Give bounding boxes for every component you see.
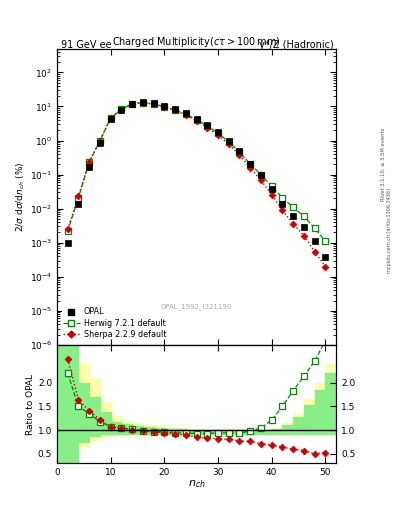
Text: 91 GeV ee: 91 GeV ee (61, 40, 112, 50)
Text: Rivet 3.1.10, ≥ 3.5M events: Rivet 3.1.10, ≥ 3.5M events (381, 127, 386, 201)
Text: γ*/Z (Hadronic): γ*/Z (Hadronic) (259, 40, 333, 50)
Text: mcplots.cern.ch [arXiv:1306.3436]: mcplots.cern.ch [arXiv:1306.3436] (387, 188, 391, 273)
Text: OPAL_1992_I321190: OPAL_1992_I321190 (161, 303, 232, 310)
Y-axis label: Ratio to OPAL: Ratio to OPAL (26, 374, 35, 435)
Legend: OPAL, Herwig 7.2.1 default, Sherpa 2.2.9 default: OPAL, Herwig 7.2.1 default, Sherpa 2.2.9… (61, 306, 167, 341)
Y-axis label: $2/\sigma\ \mathrm{d}\sigma/\mathrm{d}n_{ch}\ (\%)$: $2/\sigma\ \mathrm{d}\sigma/\mathrm{d}n_… (14, 161, 27, 232)
Title: Charged Multiplicity$(c\tau > 100\,\mathrm{mm})$: Charged Multiplicity$(c\tau > 100\,\math… (112, 35, 281, 49)
X-axis label: $n_{ch}$: $n_{ch}$ (187, 479, 206, 490)
